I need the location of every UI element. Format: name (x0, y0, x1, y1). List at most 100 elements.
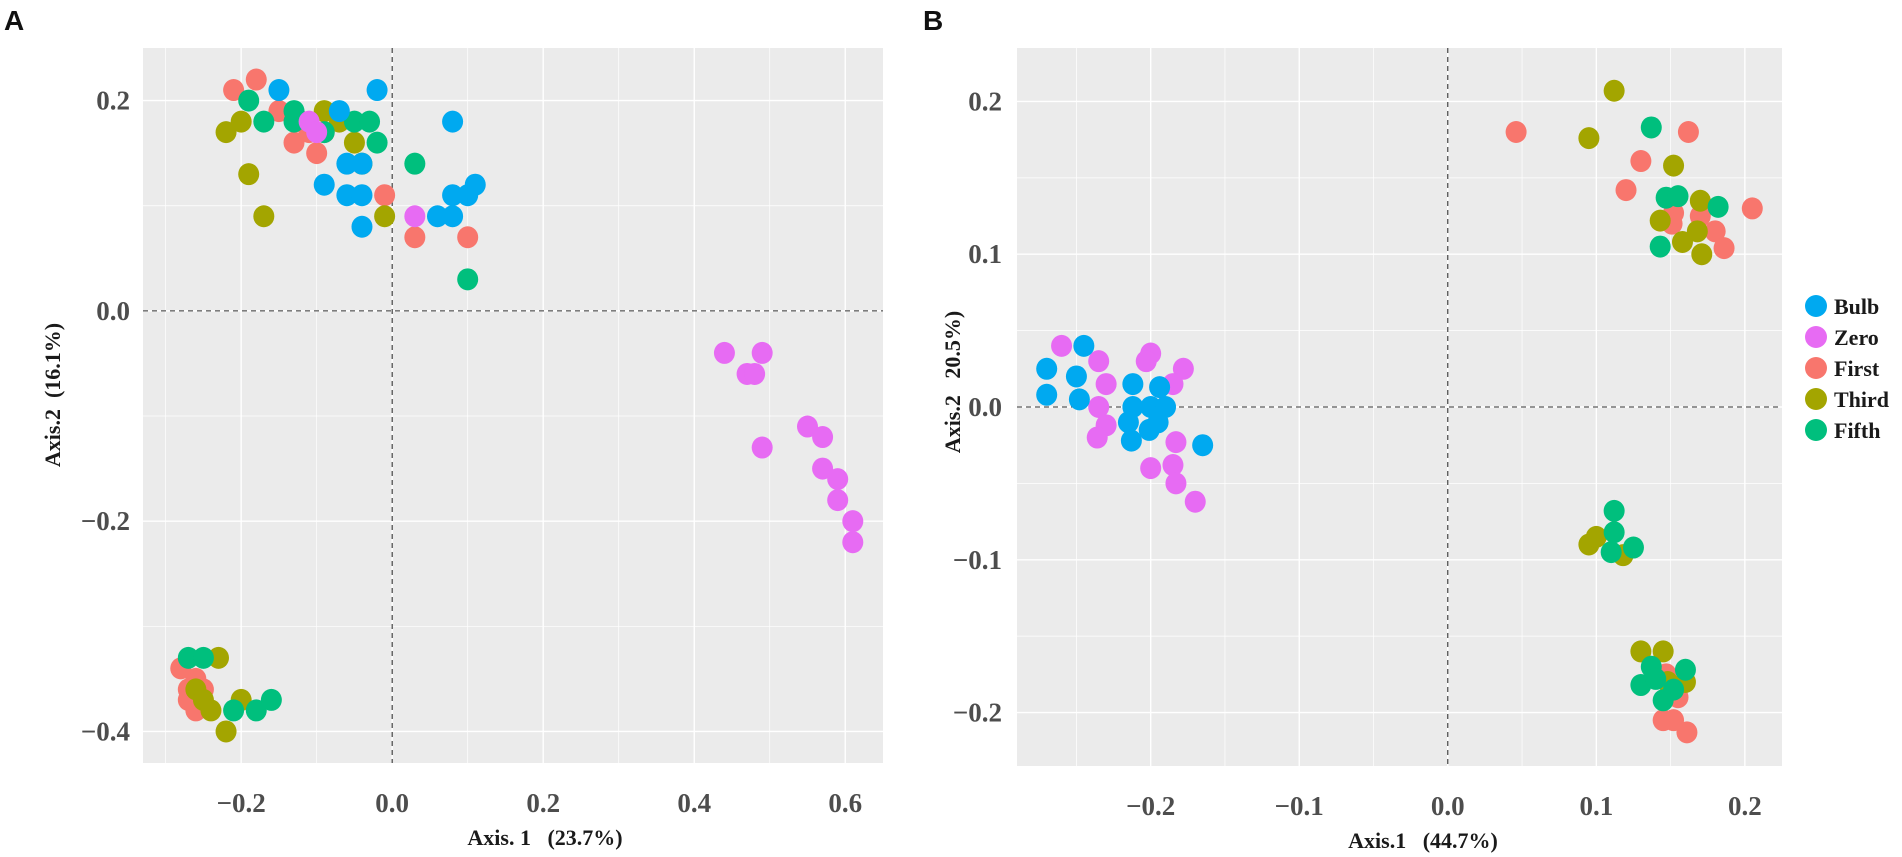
point-fifth (245, 699, 267, 722)
point-zero (1095, 373, 1117, 396)
legend-label-bulb: Bulb (1834, 294, 1879, 319)
point-zero (827, 468, 849, 491)
point-fifth (1600, 541, 1622, 564)
point-fifth (1674, 658, 1696, 681)
point-first (1741, 197, 1763, 220)
panel-b-points (1036, 79, 1763, 744)
panel-a-gridlines (143, 48, 883, 763)
point-bulb (1149, 376, 1171, 399)
point-third (1652, 640, 1674, 663)
point-fifth (253, 110, 275, 133)
panel-a-x-tick-label: 0.4 (677, 788, 711, 818)
point-fifth (359, 110, 381, 133)
point-zero (1162, 454, 1184, 477)
point-zero (404, 205, 426, 228)
point-bulb (442, 184, 464, 207)
point-zero (1140, 457, 1162, 480)
point-bulb (442, 110, 464, 133)
point-fifth (1649, 235, 1671, 258)
point-fifth (343, 110, 365, 133)
point-bulb (351, 152, 373, 175)
point-zero (1184, 490, 1206, 513)
point-first (1677, 121, 1699, 144)
point-third (1585, 525, 1607, 548)
legend-swatch-first (1805, 357, 1827, 379)
panel-a-y-tick-label: −0.4 (81, 716, 130, 746)
point-bulb (366, 79, 388, 102)
point-zero (827, 489, 849, 512)
point-zero (713, 341, 735, 364)
panel-b-x-tick-labels: −0.2 −0.1 0.0 0.1 0.2 (1126, 791, 1762, 821)
panel-b: B −0.2 −0.1 0.0 0.1 0.2 −0.2 −0.1 0.0 0.1 0.2 Ax… (923, 5, 1782, 853)
point-third (200, 699, 222, 722)
point-bulb (1036, 357, 1058, 380)
point-zero (744, 362, 766, 385)
point-first (374, 184, 396, 207)
panel-b-x-tick-label: 0.1 (1579, 791, 1613, 821)
point-zero (1165, 431, 1187, 454)
point-bulb (313, 173, 335, 196)
point-bulb (1117, 411, 1139, 434)
panel-a-letter: A (4, 5, 24, 36)
point-third (1671, 231, 1693, 254)
point-bulb (1192, 434, 1214, 457)
point-fifth (1622, 536, 1644, 559)
panel-a-y-axis-title: Axis.2 (16.1%) (40, 323, 65, 467)
panel-b-x-tick-label: 0.0 (1431, 791, 1465, 821)
point-first (1676, 721, 1698, 744)
point-first (1615, 179, 1637, 202)
point-fifth (223, 699, 245, 722)
point-third (313, 100, 335, 123)
point-fifth (404, 152, 426, 175)
panel-a-y-tick-labels: −0.4 −0.2 0.0 0.2 (81, 86, 130, 747)
legend-label-third: Third (1834, 387, 1889, 412)
point-zero (1086, 426, 1108, 449)
point-fifth (192, 646, 214, 669)
point-bulb (1122, 373, 1144, 396)
point-first (223, 79, 245, 102)
point-bulb (1068, 388, 1090, 411)
point-bulb (1073, 334, 1095, 357)
point-third (1603, 79, 1625, 102)
point-zero (812, 426, 834, 449)
panel-a-x-tick-label: −0.2 (217, 788, 266, 818)
panel-a: A −0.2 0.0 0.2 0.4 0.6 −0.4 −0.2 0.0 0.2 Axis. … (4, 5, 883, 850)
panel-a-y-tick-label: −0.2 (81, 506, 130, 536)
point-fifth (1640, 116, 1662, 139)
point-fifth (366, 131, 388, 154)
point-zero (812, 457, 834, 480)
panel-a-y-tick-label: 0.0 (96, 296, 130, 326)
point-bulb (1138, 418, 1160, 441)
panel-b-x-tick-label: −0.2 (1126, 791, 1175, 821)
point-third (1649, 209, 1671, 232)
point-fifth (1707, 195, 1729, 218)
point-zero (751, 436, 773, 459)
legend-swatch-fifth (1805, 419, 1827, 441)
point-zero (1165, 472, 1187, 495)
point-fifth (1645, 667, 1667, 690)
panel-a-x-tick-label: 0.2 (526, 788, 560, 818)
point-zero (842, 510, 864, 533)
point-bulb (336, 184, 358, 207)
point-zero (1051, 334, 1073, 357)
panel-a-x-tick-label: 0.6 (828, 788, 862, 818)
point-zero (1172, 357, 1194, 380)
panel-b-x-axis-title: Axis.1 (44.7%) (1348, 828, 1498, 853)
point-bulb (442, 205, 464, 228)
point-bulb (351, 184, 373, 207)
point-third (253, 205, 275, 228)
legend-swatch-zero (1805, 326, 1827, 348)
point-first (1704, 220, 1726, 243)
point-fifth (1663, 678, 1685, 701)
panel-a-y-tick-label: 0.2 (96, 86, 130, 116)
point-first (404, 226, 426, 249)
point-third (1691, 243, 1713, 266)
point-bulb (1065, 365, 1087, 388)
point-third (1663, 154, 1685, 177)
point-third (343, 131, 365, 154)
point-bulb (336, 152, 358, 175)
legend-label-fifth: Fifth (1834, 418, 1880, 443)
point-third (208, 646, 230, 669)
panel-a-x-tick-label: 0.0 (375, 788, 409, 818)
point-third (1578, 127, 1600, 150)
